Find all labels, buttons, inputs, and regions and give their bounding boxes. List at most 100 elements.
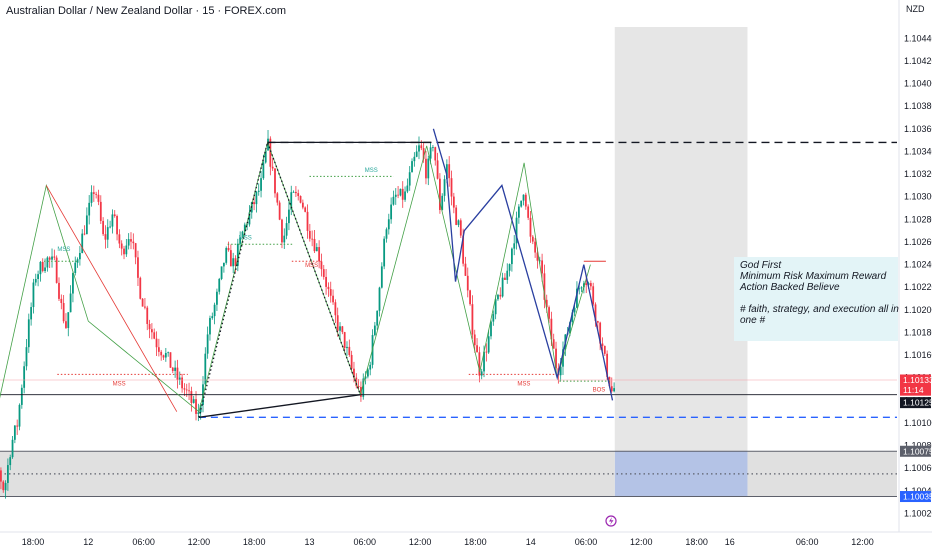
candle (436, 152, 439, 180)
candle (241, 230, 244, 239)
time-tick-label: 06:00 (354, 537, 377, 547)
price-tag: 1.10133 (900, 374, 932, 386)
candle (315, 243, 318, 252)
candle (157, 338, 160, 357)
candle (592, 282, 595, 307)
candle (527, 204, 530, 221)
candle (459, 218, 462, 239)
candle (113, 210, 116, 218)
candle (355, 373, 358, 389)
candle (6, 458, 9, 491)
candle (229, 244, 232, 267)
price-tick-label: 1.10160 (904, 350, 932, 360)
candle (76, 257, 79, 268)
note-box[interactable]: God First Minimum Risk Maximum Reward Acti… (734, 257, 899, 341)
time-tick-label: 06:00 (796, 537, 819, 547)
candle (74, 256, 77, 276)
candle (60, 294, 63, 310)
candle (171, 366, 174, 374)
price-tick-label: 1.10060 (904, 463, 932, 473)
candle (517, 204, 520, 224)
chart-title: Australian Dollar / New Zealand Dollar ·… (6, 5, 286, 17)
candle (510, 247, 513, 272)
candle (432, 144, 434, 152)
time-tick-label: 18:00 (464, 537, 487, 547)
price-tag: 1.10075 (900, 445, 932, 457)
candle (232, 252, 235, 274)
candle (427, 155, 430, 186)
candle (239, 231, 242, 251)
candle (478, 346, 481, 383)
candle (55, 255, 58, 284)
candle (434, 146, 437, 166)
candle (72, 271, 74, 303)
candle (183, 383, 186, 397)
projection-region (614, 27, 748, 452)
pattern-base-line (198, 394, 361, 418)
structure-label: MSS (517, 382, 530, 388)
candle (346, 341, 348, 356)
candle (276, 192, 279, 206)
candle (134, 242, 137, 265)
time-tick-label: 12:00 (630, 537, 653, 547)
candle (204, 347, 207, 390)
structure-label: MSS (365, 168, 378, 174)
candle (167, 351, 170, 357)
candle (123, 245, 125, 260)
candle (111, 209, 114, 234)
candle (422, 142, 425, 163)
candle (190, 386, 193, 412)
candle (350, 350, 353, 373)
candle (127, 233, 130, 250)
candle (497, 293, 499, 301)
price-tick-label: 1.10020 (904, 509, 932, 519)
candle (443, 175, 446, 202)
lightning-icon[interactable] (605, 515, 617, 527)
note-line (740, 293, 743, 304)
candle (236, 238, 239, 272)
candle (327, 282, 330, 297)
price-axis[interactable]: 1.10440 1.10420 1.10400 1.10380 1.10360 1.103… (898, 0, 932, 532)
candle (267, 130, 269, 151)
candle (378, 286, 381, 317)
candle (311, 230, 314, 247)
note-line: one # (740, 315, 765, 326)
candle (46, 256, 49, 272)
candle (501, 272, 504, 298)
candle (9, 454, 12, 471)
candle (197, 403, 200, 422)
candle (397, 185, 399, 199)
candle (41, 258, 44, 273)
candle (195, 391, 197, 421)
candle (0, 467, 2, 490)
svg-text:1.10125: 1.10125 (903, 398, 932, 408)
candle (288, 200, 290, 231)
candle (438, 173, 441, 214)
candle (457, 219, 460, 228)
candle (455, 204, 458, 226)
price-tick-label: 1.10420 (904, 56, 932, 66)
time-tick-label: 12:00 (409, 537, 432, 547)
candle (334, 299, 337, 324)
candle (494, 295, 497, 320)
candle (290, 185, 293, 216)
candle (339, 322, 341, 338)
candle (178, 371, 181, 385)
candle (487, 329, 490, 354)
note-line: Action Backed Believe (739, 282, 840, 293)
candle (603, 345, 606, 356)
price-tick-label: 1.10180 (904, 327, 932, 337)
candle (81, 229, 84, 254)
candle (99, 195, 102, 224)
candle (601, 337, 604, 352)
candle (209, 315, 211, 341)
time-axis[interactable]: 18:00 12 06:00 12:00 18:00 13 06:00 12:00 18:00 1… (0, 531, 932, 547)
candle (78, 246, 81, 266)
candle (301, 199, 304, 210)
candle (369, 361, 372, 376)
candle (37, 270, 39, 287)
candle (394, 188, 397, 205)
price-tick-label: 1.10360 (904, 124, 932, 134)
candle (264, 148, 267, 164)
